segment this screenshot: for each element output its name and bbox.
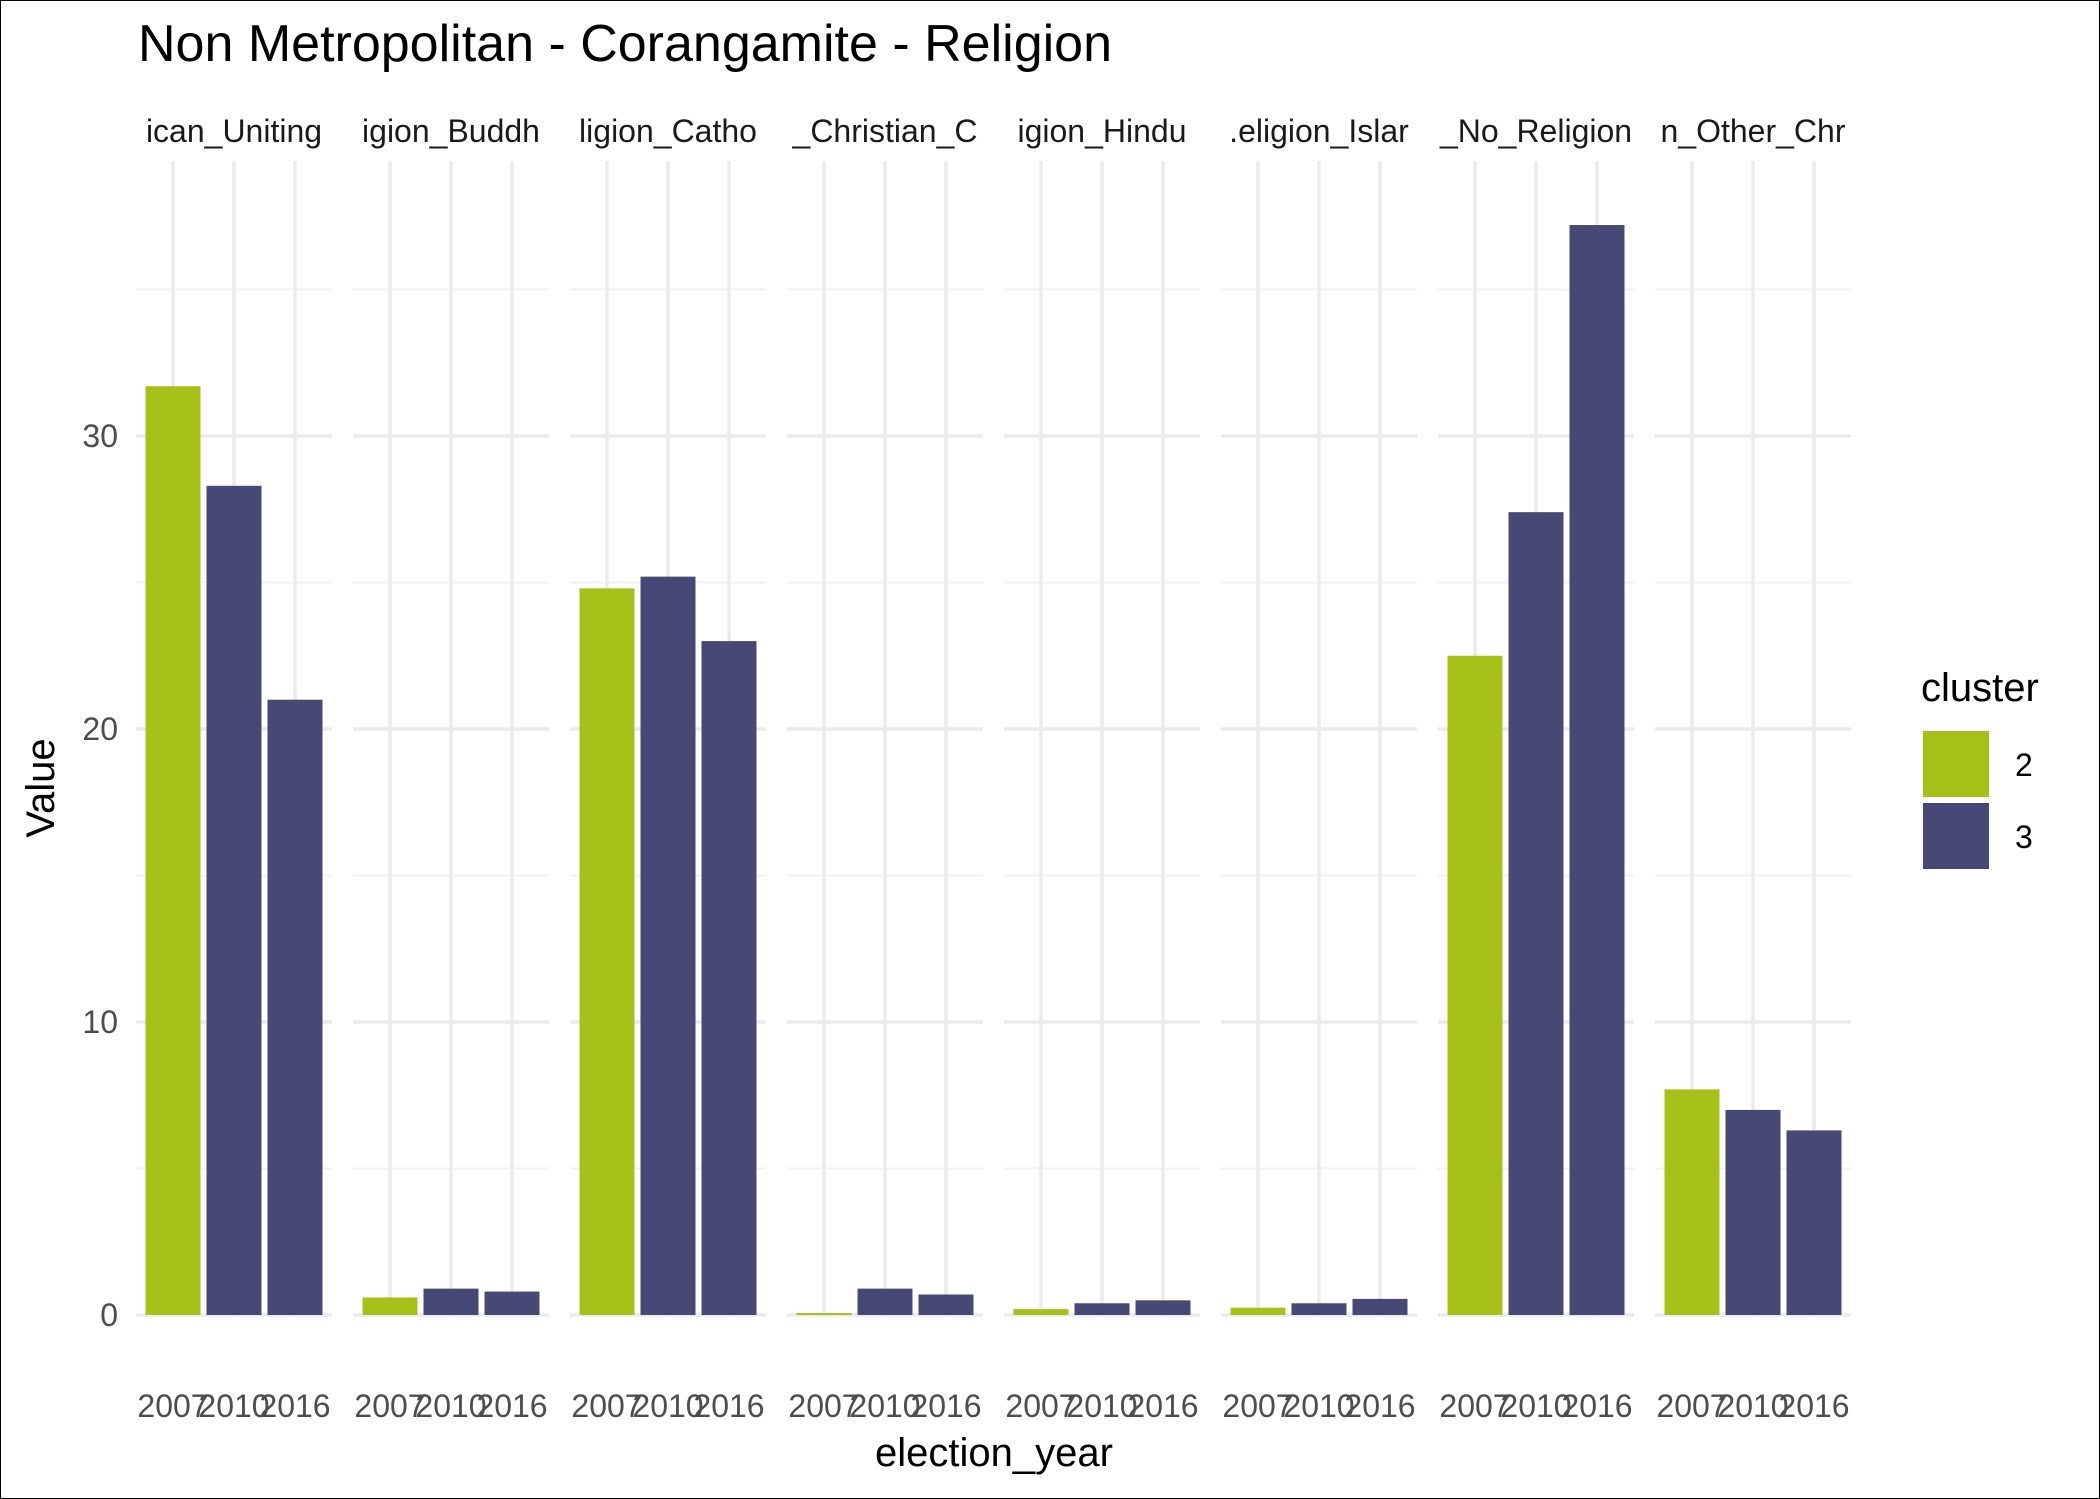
x-tick-label: 2007	[571, 1388, 642, 1424]
x-tick-label: 2010	[198, 1388, 269, 1424]
x-tick-label: 2010	[415, 1388, 486, 1424]
facet-strip-label: igion_Hindu	[1017, 113, 1186, 149]
bar	[362, 1297, 418, 1315]
x-tick-label: 2016	[476, 1388, 547, 1424]
bar	[701, 641, 757, 1315]
bar	[1508, 512, 1564, 1315]
x-tick-label: 2016	[693, 1388, 764, 1424]
x-tick-label: 2016	[1344, 1388, 1415, 1424]
x-axis-title: election_year	[875, 1431, 1113, 1475]
x-tick-label: 2010	[849, 1388, 920, 1424]
x-tick-label: 2010	[1500, 1388, 1571, 1424]
x-tick-label: 2016	[1561, 1388, 1632, 1424]
x-tick-label: 2016	[910, 1388, 981, 1424]
facet-strip-label: _No_Religion	[1439, 113, 1632, 149]
bar	[579, 588, 635, 1315]
x-tick-label: 2010	[1717, 1388, 1788, 1424]
x-tick-label: 2016	[259, 1388, 330, 1424]
panels: ican_Uniting200720102016igion_Buddh20072…	[136, 113, 1851, 1424]
bar	[1664, 1089, 1720, 1315]
bar	[267, 699, 323, 1315]
x-tick-label: 2007	[354, 1388, 425, 1424]
x-tick-label: 2007	[137, 1388, 208, 1424]
bar	[1291, 1303, 1347, 1315]
legend-label: 3	[2015, 819, 2033, 855]
y-tick-label: 30	[82, 418, 118, 454]
x-tick-label: 2007	[788, 1388, 859, 1424]
legend-entries: 23	[1923, 731, 2033, 869]
facet-strip-label: .eligion_Islar	[1229, 113, 1409, 149]
y-axis-title: Value	[19, 738, 63, 837]
bar	[1447, 655, 1503, 1315]
bar	[857, 1288, 913, 1315]
y-axis: 0 10 20 30	[82, 418, 118, 1333]
chart-title: Non Metropolitan - Corangamite - Religio…	[138, 15, 1112, 73]
facet-strip-label: ican_Uniting	[146, 113, 322, 149]
bar	[1074, 1303, 1130, 1315]
facet-strip-label: n_Other_Chr	[1661, 113, 1846, 149]
facet-strip-label: igion_Buddh	[362, 113, 540, 149]
bar	[796, 1313, 852, 1315]
x-tick-label: 2007	[1222, 1388, 1293, 1424]
facet-strip-label: _Christian_C	[792, 113, 978, 149]
x-tick-label: 2010	[632, 1388, 703, 1424]
legend-key	[1923, 803, 1989, 869]
bar	[1135, 1300, 1191, 1315]
x-tick-label: 2010	[1066, 1388, 1137, 1424]
y-tick-label: 10	[82, 1004, 118, 1040]
y-tick-label: 0	[100, 1297, 118, 1333]
bar	[1352, 1298, 1408, 1315]
facet-strip-label: ligion_Catho	[579, 113, 757, 149]
x-tick-label: 2007	[1005, 1388, 1076, 1424]
bar	[1569, 225, 1625, 1315]
bar	[484, 1291, 540, 1315]
x-tick-label: 2016	[1127, 1388, 1198, 1424]
x-tick-label: 2007	[1656, 1388, 1727, 1424]
bar	[1725, 1109, 1781, 1315]
legend-key	[1923, 731, 1989, 797]
legend: cluster 23	[1921, 666, 2039, 869]
legend-label: 2	[2015, 747, 2033, 783]
bar	[206, 485, 262, 1315]
y-tick-label: 20	[82, 711, 118, 747]
bar	[145, 386, 201, 1315]
bar	[1013, 1309, 1069, 1315]
legend-title: cluster	[1921, 666, 2039, 710]
bar	[1786, 1130, 1842, 1315]
bar	[918, 1294, 974, 1315]
x-tick-label: 2010	[1283, 1388, 1354, 1424]
bar	[1230, 1307, 1286, 1315]
x-tick-label: 2007	[1439, 1388, 1510, 1424]
bar	[423, 1288, 479, 1315]
bar	[640, 576, 696, 1315]
x-tick-label: 2016	[1778, 1388, 1849, 1424]
